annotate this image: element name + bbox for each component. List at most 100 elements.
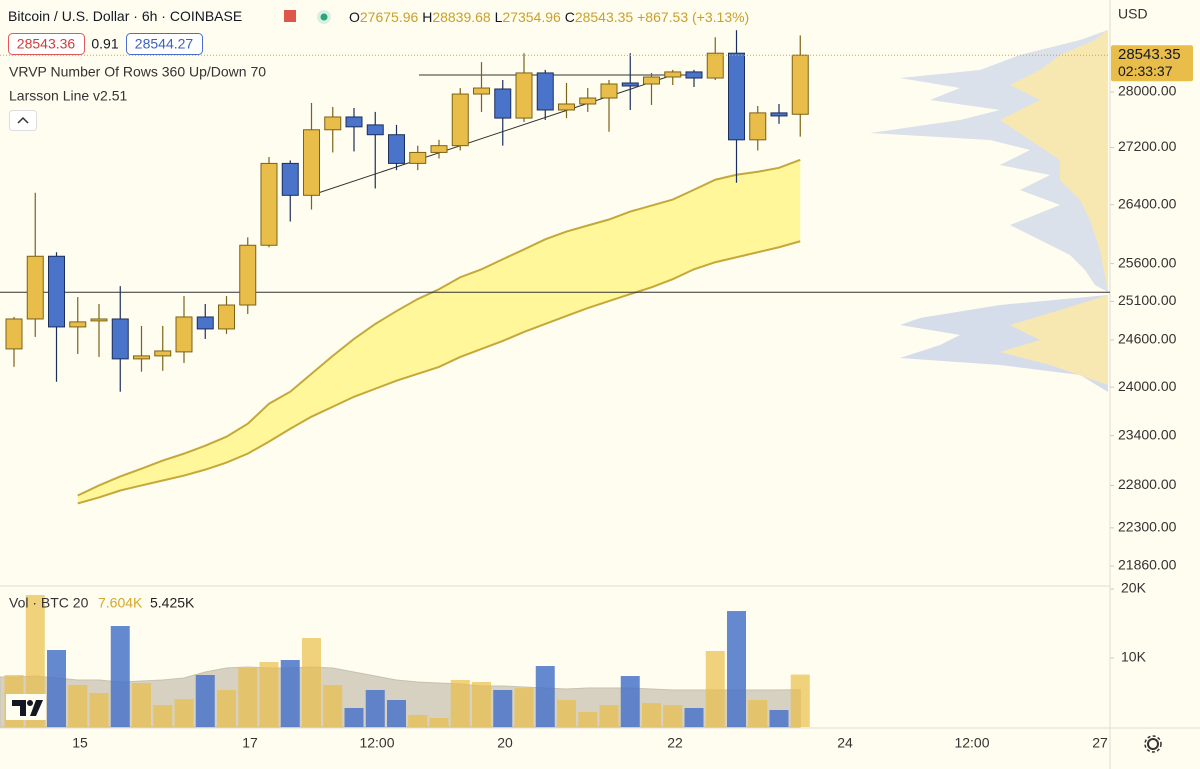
candle-body (26, 255, 44, 320)
x-tick-label: 17 (242, 735, 258, 751)
candle-body (770, 112, 788, 117)
y-tick-label: 27200.00 (1118, 138, 1177, 154)
candle-body (664, 71, 682, 78)
volume-ma: 5.425K (150, 595, 195, 611)
sell-box[interactable] (8, 33, 85, 55)
volume-bar (110, 626, 130, 727)
volume-bar (620, 676, 640, 727)
volume-bar (344, 708, 364, 727)
volume-bar (642, 703, 661, 727)
indicator-label: Larsson Line v2.51 (9, 88, 128, 104)
status-dot (320, 13, 328, 21)
candle-body (111, 318, 129, 360)
ohlc-legend: O27675.96 H28839.68 L27354.96 C28543.35 … (349, 9, 749, 25)
candle-body (69, 321, 87, 328)
y-tick-label: 28000.00 (1118, 83, 1177, 99)
volume-bar (89, 693, 109, 727)
settings-icon[interactable] (1144, 735, 1162, 753)
candle-body (515, 72, 533, 119)
y-tick-label: 25100.00 (1118, 292, 1177, 308)
last-price-label: 28543.35 (1118, 46, 1181, 63)
y-tick-label: 21860.00 (1118, 557, 1177, 573)
volume-bar (748, 700, 768, 727)
volume-bar (153, 705, 173, 727)
ask[interactable]: 28544.27 (135, 36, 194, 52)
ohlc-label: O (349, 9, 360, 25)
volume-bar (514, 688, 534, 727)
currency[interactable]: USD (1118, 6, 1148, 22)
band-line (77, 240, 801, 505)
candle-body (239, 244, 257, 306)
volume-bar (429, 718, 449, 727)
ohlc-value: 27354.96 (502, 9, 561, 25)
spread: 0.91 (91, 36, 118, 52)
volume-tick-label: 10K (1121, 649, 1147, 665)
x-tick-label: 20 (497, 735, 513, 751)
volume-bar (195, 675, 215, 727)
buy-box[interactable] (126, 33, 203, 55)
y-tick-label: 23400.00 (1118, 426, 1177, 442)
candle-body (473, 87, 490, 95)
candle-body (706, 52, 724, 79)
volume-bar (557, 700, 576, 727)
volume-bar (769, 710, 789, 727)
candle-body (48, 255, 65, 328)
volume-bar (684, 708, 704, 727)
y-tick-label: 22300.00 (1118, 519, 1177, 535)
indicator-label: VRVP Number Of Rows 360 Up/Down 70 (9, 64, 266, 80)
volume-bar (280, 660, 300, 727)
volume-bar (727, 611, 746, 727)
last-price-box (1111, 45, 1193, 82)
y-tick-label: 24000.00 (1118, 378, 1177, 394)
candle-body (451, 93, 469, 147)
ohlc-label: C (565, 9, 575, 25)
candle-body (281, 162, 299, 196)
collapse-button[interactable] (9, 110, 37, 131)
band-fill (77, 159, 801, 504)
candle-body (388, 134, 405, 164)
candle-body (494, 88, 512, 119)
volume-bar (599, 705, 619, 727)
candle-body (536, 72, 554, 111)
y-tick-label: 26400.00 (1118, 195, 1177, 211)
x-tick-label: 24 (837, 735, 853, 751)
candle-body (303, 129, 320, 196)
volume-bar (408, 715, 428, 727)
volume-profile (870, 30, 1108, 392)
candle-body (791, 54, 809, 115)
volume-bar (323, 685, 343, 727)
change-pct: (+3.13%) (692, 9, 749, 25)
candle-body (345, 116, 363, 128)
candle-body (260, 162, 278, 246)
volume-bar (217, 690, 236, 727)
x-tick-label: 12:00 (954, 735, 989, 751)
x-tick-label: 22 (667, 735, 683, 751)
countdown: 02:33:37 (1118, 63, 1173, 79)
y-tick-label: 25600.00 (1118, 254, 1177, 270)
volume-bar (663, 705, 683, 727)
collapse-icon (17, 116, 29, 124)
volume-bar (132, 683, 151, 727)
flag-icon[interactable] (284, 10, 296, 22)
candle-body (366, 124, 384, 136)
bid[interactable]: 28543.36 (17, 36, 76, 52)
volume-bar (47, 650, 66, 727)
candle-body (175, 316, 193, 353)
volume-last: 7.604K (98, 595, 143, 611)
volume-bar (68, 685, 88, 727)
volume-bar (790, 674, 810, 727)
volume-bar (493, 690, 513, 727)
ohlc-value: 28543.35 (575, 9, 634, 25)
candle-body (196, 316, 214, 330)
candle-body (621, 82, 639, 87)
ohlc-label: H (422, 9, 432, 25)
tv-logo (6, 694, 46, 720)
candle-body (558, 103, 575, 111)
header: Bitcoin / U.S. Dollar · 6h · COINBASE (8, 8, 242, 24)
ohlc-value: 27675.96 (360, 9, 419, 25)
volume-bar (387, 700, 406, 727)
volume-bar (705, 651, 725, 727)
volume-title: Vol · BTC 20 (9, 595, 89, 611)
y-tick-label: 22800.00 (1118, 476, 1177, 492)
